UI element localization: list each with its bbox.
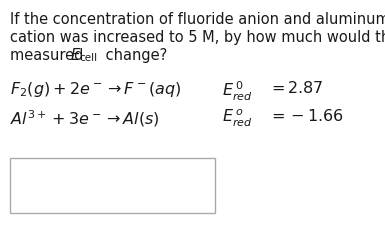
Text: cation was increased to 5 M, by how much would the: cation was increased to 5 M, by how much… — [10, 30, 385, 45]
Text: $E^{\,0}_{red}$: $E^{\,0}_{red}$ — [222, 80, 253, 103]
Text: If the concentration of fluoride anion and aluminum: If the concentration of fluoride anion a… — [10, 12, 385, 27]
Text: cell: cell — [79, 53, 97, 63]
Text: E: E — [71, 48, 80, 63]
Text: measured: measured — [10, 48, 88, 63]
Text: change?: change? — [101, 48, 167, 63]
Text: $\mathit{Al}^{3+} + 3e^- \rightarrow \mathit{Al}(s)$: $\mathit{Al}^{3+} + 3e^- \rightarrow \ma… — [10, 108, 160, 129]
Text: $\mathit{F}_2(g) + 2e^- \rightarrow F^-(aq)$: $\mathit{F}_2(g) + 2e^- \rightarrow F^-(… — [10, 80, 181, 99]
Text: $E^{\,o}_{red}$: $E^{\,o}_{red}$ — [222, 108, 253, 129]
Text: $= 2.87$: $= 2.87$ — [268, 80, 323, 96]
Bar — [10, 158, 215, 213]
Text: $= -1.66$: $= -1.66$ — [268, 108, 344, 124]
